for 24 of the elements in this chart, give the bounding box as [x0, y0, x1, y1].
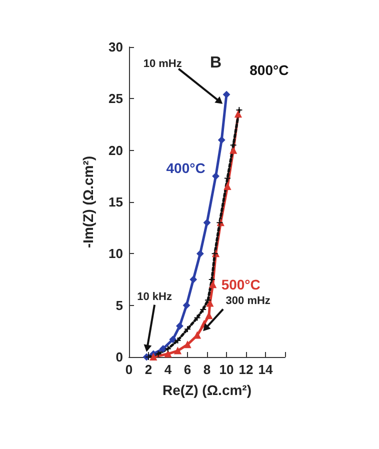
series-label: 500°C: [221, 276, 260, 293]
x-tick-label: 12: [238, 362, 254, 377]
y-tick-label: 15: [108, 194, 123, 210]
annotation: 10 kHz: [137, 290, 172, 303]
y-tick-label: 20: [108, 142, 123, 158]
x-tick-label: 8: [203, 362, 211, 377]
x-tick-label: 2: [144, 362, 152, 377]
x-tick-label: 0: [125, 362, 133, 377]
annotation: 300 mHz: [226, 295, 271, 308]
x-tick-label: 10: [219, 362, 234, 377]
series-label: 400°C: [166, 160, 206, 176]
y-tick-label: 0: [116, 350, 123, 364]
x-tick-label: 6: [184, 362, 192, 377]
annotation: 10 mHz: [143, 58, 182, 70]
x-tick-label: 14: [258, 362, 274, 377]
x-axis-title: Re(Z) (Ω.cm²): [162, 382, 252, 398]
y-axis-title: -Im(Z) (Ω.cm²): [80, 156, 96, 248]
x-tick-label: 4: [164, 362, 172, 377]
text: 800°C: [250, 62, 289, 78]
annotation: B: [210, 54, 222, 72]
y-tick-label: 10: [108, 246, 123, 262]
y-tick-label: 5: [116, 298, 123, 313]
y-tick-label: 25: [108, 91, 123, 106]
y-tick-label: 30: [108, 40, 123, 54]
